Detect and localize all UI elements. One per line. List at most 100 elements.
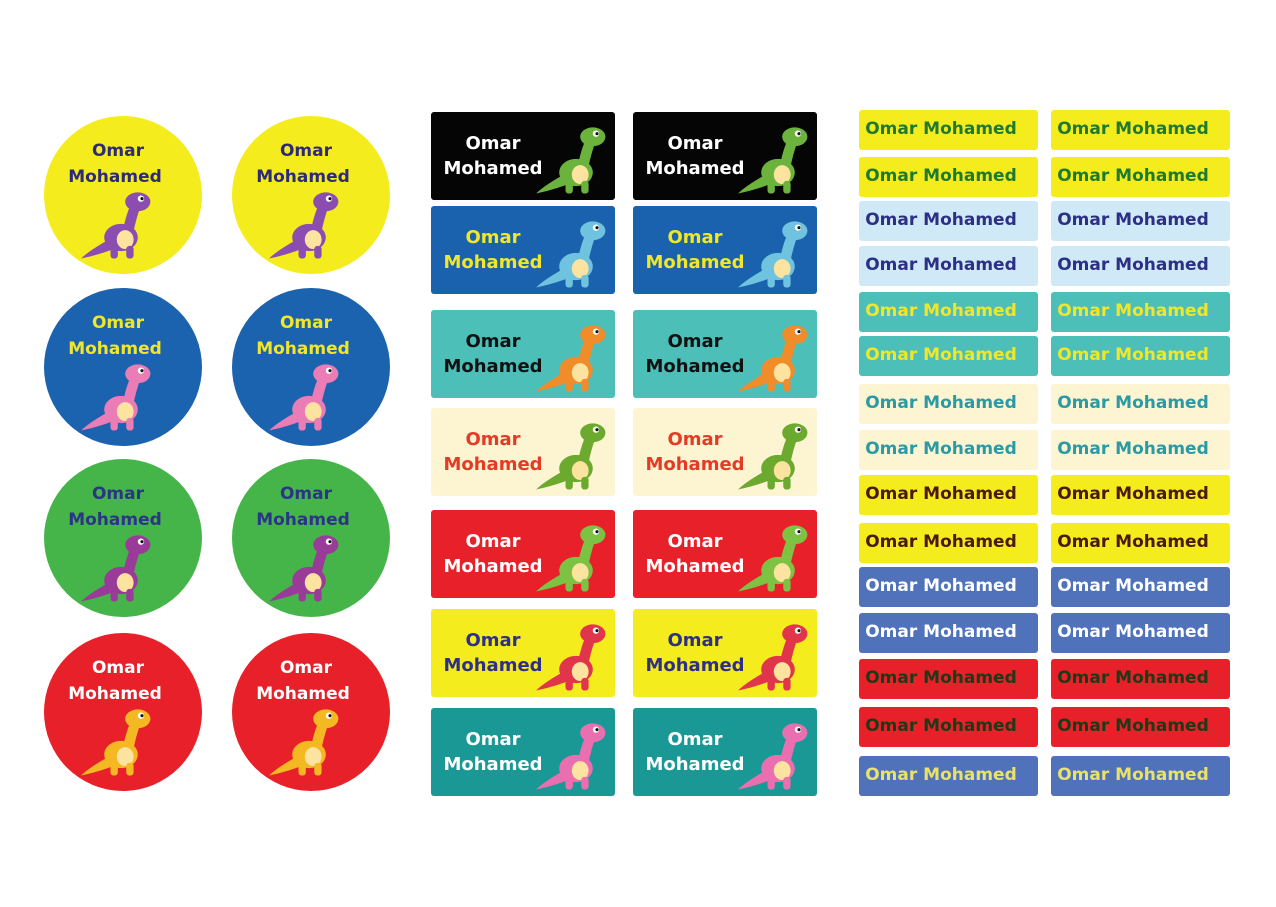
dino-leg — [783, 776, 791, 790]
dino-leg — [767, 274, 775, 288]
round-sticker — [44, 633, 202, 791]
strip-label — [1051, 567, 1230, 607]
strip-label — [859, 523, 1038, 563]
sticker-first-name: Omar — [92, 658, 145, 678]
dino-head — [782, 127, 808, 147]
dino-icon — [536, 525, 606, 592]
dino-leg — [110, 588, 118, 602]
dino-pupil — [797, 132, 801, 136]
dino-leg — [110, 417, 118, 431]
round-sticker — [44, 288, 202, 446]
strip-name: Omar Mohamed — [865, 210, 1017, 230]
strip-label — [859, 567, 1038, 607]
dino-leg — [767, 180, 775, 194]
dino-belly — [773, 563, 791, 583]
strip-name: Omar Mohamed — [865, 765, 1017, 785]
label-first-name: Omar — [667, 227, 722, 248]
dino-leg — [314, 417, 322, 431]
label-last-name: Mohamed — [645, 754, 744, 775]
strip-label — [859, 613, 1038, 653]
sticker-first-name: Omar — [92, 313, 145, 333]
strip-name: Omar Mohamed — [1057, 255, 1209, 275]
dino-head — [580, 221, 606, 241]
dino-head — [313, 364, 339, 384]
dino-leg — [298, 762, 306, 776]
strip-name: Omar Mohamed — [865, 166, 1017, 186]
strip-name: Omar Mohamed — [1057, 576, 1209, 596]
label-first-name: Omar — [465, 429, 520, 450]
dino-icon — [81, 192, 151, 259]
dino-head — [782, 325, 808, 345]
dino-head — [580, 325, 606, 345]
label-first-name: Omar — [667, 729, 722, 750]
dino-head — [125, 192, 151, 212]
dino-leg — [565, 776, 573, 790]
dino-leg — [314, 245, 322, 259]
dino-leg — [565, 677, 573, 691]
round-sticker — [232, 633, 390, 791]
round-sticker — [44, 459, 202, 617]
dino-belly — [773, 461, 791, 481]
dino-leg — [783, 378, 791, 392]
label-first-name: Omar — [667, 630, 722, 651]
dino-pupil — [595, 728, 599, 732]
strip-label — [1051, 475, 1230, 515]
dino-leg — [110, 762, 118, 776]
dino-head — [580, 127, 606, 147]
dino-head — [313, 192, 339, 212]
label-last-name: Mohamed — [443, 655, 542, 676]
sticker-first-name: Omar — [92, 484, 145, 504]
dino-leg — [126, 588, 134, 602]
strip-name: Omar Mohamed — [1057, 393, 1209, 413]
strip-name: Omar Mohamed — [865, 393, 1017, 413]
label-last-name: Mohamed — [443, 158, 542, 179]
dino-leg — [767, 378, 775, 392]
strip-name: Omar Mohamed — [865, 576, 1017, 596]
label-first-name: Omar — [667, 133, 722, 154]
strip-name: Omar Mohamed — [865, 439, 1017, 459]
dino-icon — [536, 423, 606, 490]
dino-leg — [298, 588, 306, 602]
dino-belly — [571, 461, 589, 481]
sticker-last-name: Mohamed — [256, 167, 350, 187]
label-first-name: Omar — [465, 227, 520, 248]
dino-icon — [738, 221, 808, 288]
dino-head — [782, 525, 808, 545]
label-last-name: Mohamed — [443, 754, 542, 775]
label-last-name: Mohamed — [443, 556, 542, 577]
dino-leg — [767, 476, 775, 490]
strip-name: Omar Mohamed — [1057, 622, 1209, 642]
strip-name: Omar Mohamed — [1057, 716, 1209, 736]
label-first-name: Omar — [667, 429, 722, 450]
strip-name: Omar Mohamed — [1057, 345, 1209, 365]
dino-pupil — [140, 369, 144, 373]
dino-leg — [783, 578, 791, 592]
strip-name: Omar Mohamed — [1057, 301, 1209, 321]
dino-head — [782, 624, 808, 644]
strip-name: Omar Mohamed — [1057, 668, 1209, 688]
strip-name: Omar Mohamed — [1057, 765, 1209, 785]
dino-icon — [269, 192, 339, 259]
strip-label — [859, 475, 1038, 515]
dino-leg — [565, 180, 573, 194]
dino-leg — [565, 274, 573, 288]
dino-belly — [571, 662, 589, 682]
label-first-name: Omar — [667, 331, 722, 352]
dino-leg — [298, 417, 306, 431]
dino-icon — [738, 723, 808, 790]
dino-head — [125, 709, 151, 729]
sticker-last-name: Mohamed — [256, 339, 350, 359]
strip-label — [859, 659, 1038, 699]
label-first-name: Omar — [465, 729, 520, 750]
dino-head — [782, 423, 808, 443]
dino-head — [782, 221, 808, 241]
sticker-last-name: Mohamed — [68, 510, 162, 530]
round-sticker — [232, 288, 390, 446]
dino-leg — [565, 378, 573, 392]
dino-head — [782, 723, 808, 743]
dino-head — [125, 535, 151, 555]
dino-pupil — [328, 714, 332, 718]
sticker-first-name: Omar — [280, 658, 333, 678]
dino-icon — [738, 325, 808, 392]
strip-label — [859, 707, 1038, 747]
